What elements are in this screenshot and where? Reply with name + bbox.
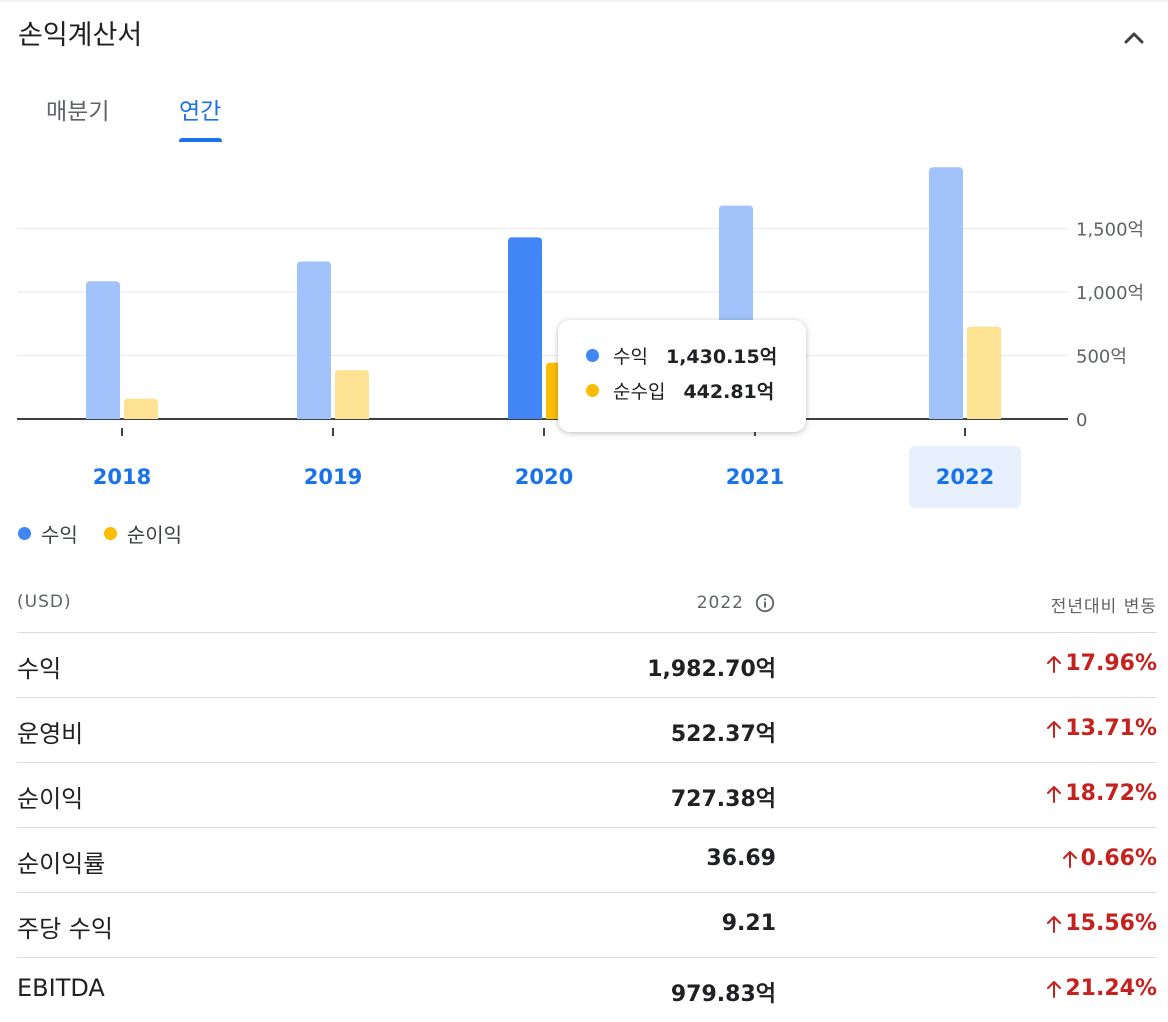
arrow-up-icon bbox=[1047, 655, 1062, 673]
row-label: 운영비 bbox=[17, 720, 84, 748]
year-header-label: 2022 bbox=[696, 593, 744, 613]
tooltip-label: 수익 bbox=[613, 345, 648, 368]
arrow-up-icon bbox=[1047, 980, 1062, 998]
section-header: 손익계산서 bbox=[18, 18, 1150, 58]
row-label: 주당 수익 bbox=[17, 915, 113, 943]
table-row: 수익 1,982.70억 17.96% bbox=[17, 633, 1157, 698]
row-value: 1,982.70억 bbox=[647, 657, 776, 682]
currency-header: (USD) bbox=[17, 592, 72, 612]
row-change: 21.24% bbox=[1045, 976, 1157, 1001]
row-value: 9.21 bbox=[721, 911, 776, 936]
arrow-up-icon bbox=[1047, 720, 1062, 738]
tooltip-value: 1,430.15억 bbox=[665, 345, 778, 368]
table-row: EBITDA 979.83억 21.24% bbox=[17, 958, 1157, 1022]
net-income-dot-icon bbox=[103, 526, 117, 540]
arrow-up-icon bbox=[1047, 785, 1062, 803]
chart-legend: 수익 순이익 bbox=[18, 518, 208, 548]
y-tick-label: 500억 bbox=[1076, 347, 1127, 368]
row-value: 979.83억 bbox=[670, 982, 776, 1007]
change-value: 13.71% bbox=[1065, 716, 1157, 741]
tooltip-label: 순수입 bbox=[613, 380, 666, 403]
income-statement-table: (USD) 2022 전년대비 변동 수익 1,982.70억 17.96% 운영비 5… bbox=[17, 582, 1157, 1022]
top-divider bbox=[0, 0, 1168, 2]
year-header: 2022 bbox=[697, 592, 776, 614]
row-change: 0.66% bbox=[1061, 846, 1157, 871]
active-tab-indicator bbox=[179, 138, 222, 142]
table-row: 운영비 522.37억 13.71% bbox=[17, 698, 1157, 763]
chevron-up-icon[interactable] bbox=[1118, 22, 1150, 54]
change-value: 0.66% bbox=[1080, 846, 1157, 871]
arrow-up-icon bbox=[1047, 915, 1062, 933]
legend-item-revenue: 수익 bbox=[18, 519, 78, 548]
row-value: 727.38억 bbox=[670, 787, 776, 812]
legend-label: 순이익 bbox=[126, 522, 183, 547]
table-header: (USD) 2022 전년대비 변동 bbox=[17, 582, 1157, 633]
row-label: 순이익률 bbox=[17, 850, 106, 878]
row-label: 수익 bbox=[17, 655, 62, 683]
table-row: 주당 수익 9.21 15.56% bbox=[17, 893, 1157, 958]
bar-revenue bbox=[297, 261, 331, 419]
bar-chart: 1,500억 1,000억 500억 0 bbox=[17, 167, 1144, 436]
tooltip-value: 442.81억 bbox=[683, 380, 775, 403]
table-row: 순이익 727.38억 18.72% bbox=[17, 763, 1157, 828]
revenue-dot-icon bbox=[586, 348, 599, 362]
info-icon[interactable] bbox=[754, 592, 776, 614]
bar-net-income bbox=[124, 398, 158, 419]
row-label: EBITDA bbox=[17, 974, 105, 1002]
year-button-2022[interactable]: 2022 bbox=[909, 446, 1021, 508]
change-value: 21.24% bbox=[1065, 976, 1157, 1001]
row-change: 13.71% bbox=[1045, 716, 1157, 741]
revenue-dot-icon bbox=[18, 526, 31, 540]
tooltip-row-net-income: 순수입 442.81억 bbox=[586, 375, 774, 405]
bar-net-income bbox=[335, 370, 369, 419]
change-value: 18.72% bbox=[1065, 781, 1157, 806]
bar-net-income bbox=[967, 326, 1001, 419]
bar-revenue bbox=[86, 281, 120, 419]
tooltip-row-revenue: 수익 1,430.15억 bbox=[586, 340, 777, 370]
change-header: 전년대비 변동 bbox=[1050, 597, 1157, 617]
row-value: 522.37억 bbox=[670, 722, 776, 747]
net-income-dot-icon bbox=[586, 383, 599, 397]
change-value: 15.56% bbox=[1065, 911, 1157, 936]
year-button-2021[interactable]: 2021 bbox=[725, 465, 785, 489]
row-change: 18.72% bbox=[1045, 781, 1157, 806]
year-button-2018[interactable]: 2018 bbox=[92, 465, 152, 489]
table-row: 순이익률 36.69 0.66% bbox=[17, 828, 1157, 893]
section-title: 손익계산서 bbox=[18, 20, 143, 51]
bar-revenue bbox=[929, 167, 963, 419]
year-button-2019[interactable]: 2019 bbox=[303, 465, 363, 489]
row-change: 15.56% bbox=[1045, 911, 1157, 936]
bar-revenue bbox=[508, 237, 542, 419]
y-tick-label: 0 bbox=[1076, 410, 1087, 431]
row-change: 17.96% bbox=[1045, 651, 1157, 676]
tab-quarterly[interactable]: 매분기 bbox=[46, 99, 110, 125]
chart-tooltip: 수익 1,430.15억 순수입 442.81억 bbox=[558, 320, 806, 432]
y-tick-label: 1,000억 bbox=[1076, 283, 1144, 304]
row-label: 순이익 bbox=[17, 785, 84, 813]
year-button-2020[interactable]: 2020 bbox=[514, 465, 574, 489]
arrow-up-icon bbox=[1062, 850, 1077, 868]
y-tick-label: 1,500억 bbox=[1076, 220, 1144, 241]
tab-annual[interactable]: 연간 bbox=[179, 99, 222, 125]
change-value: 17.96% bbox=[1065, 651, 1157, 676]
legend-item-net-income: 순이익 bbox=[103, 519, 183, 548]
row-value: 36.69 bbox=[706, 846, 776, 871]
legend-label: 수익 bbox=[41, 522, 78, 547]
